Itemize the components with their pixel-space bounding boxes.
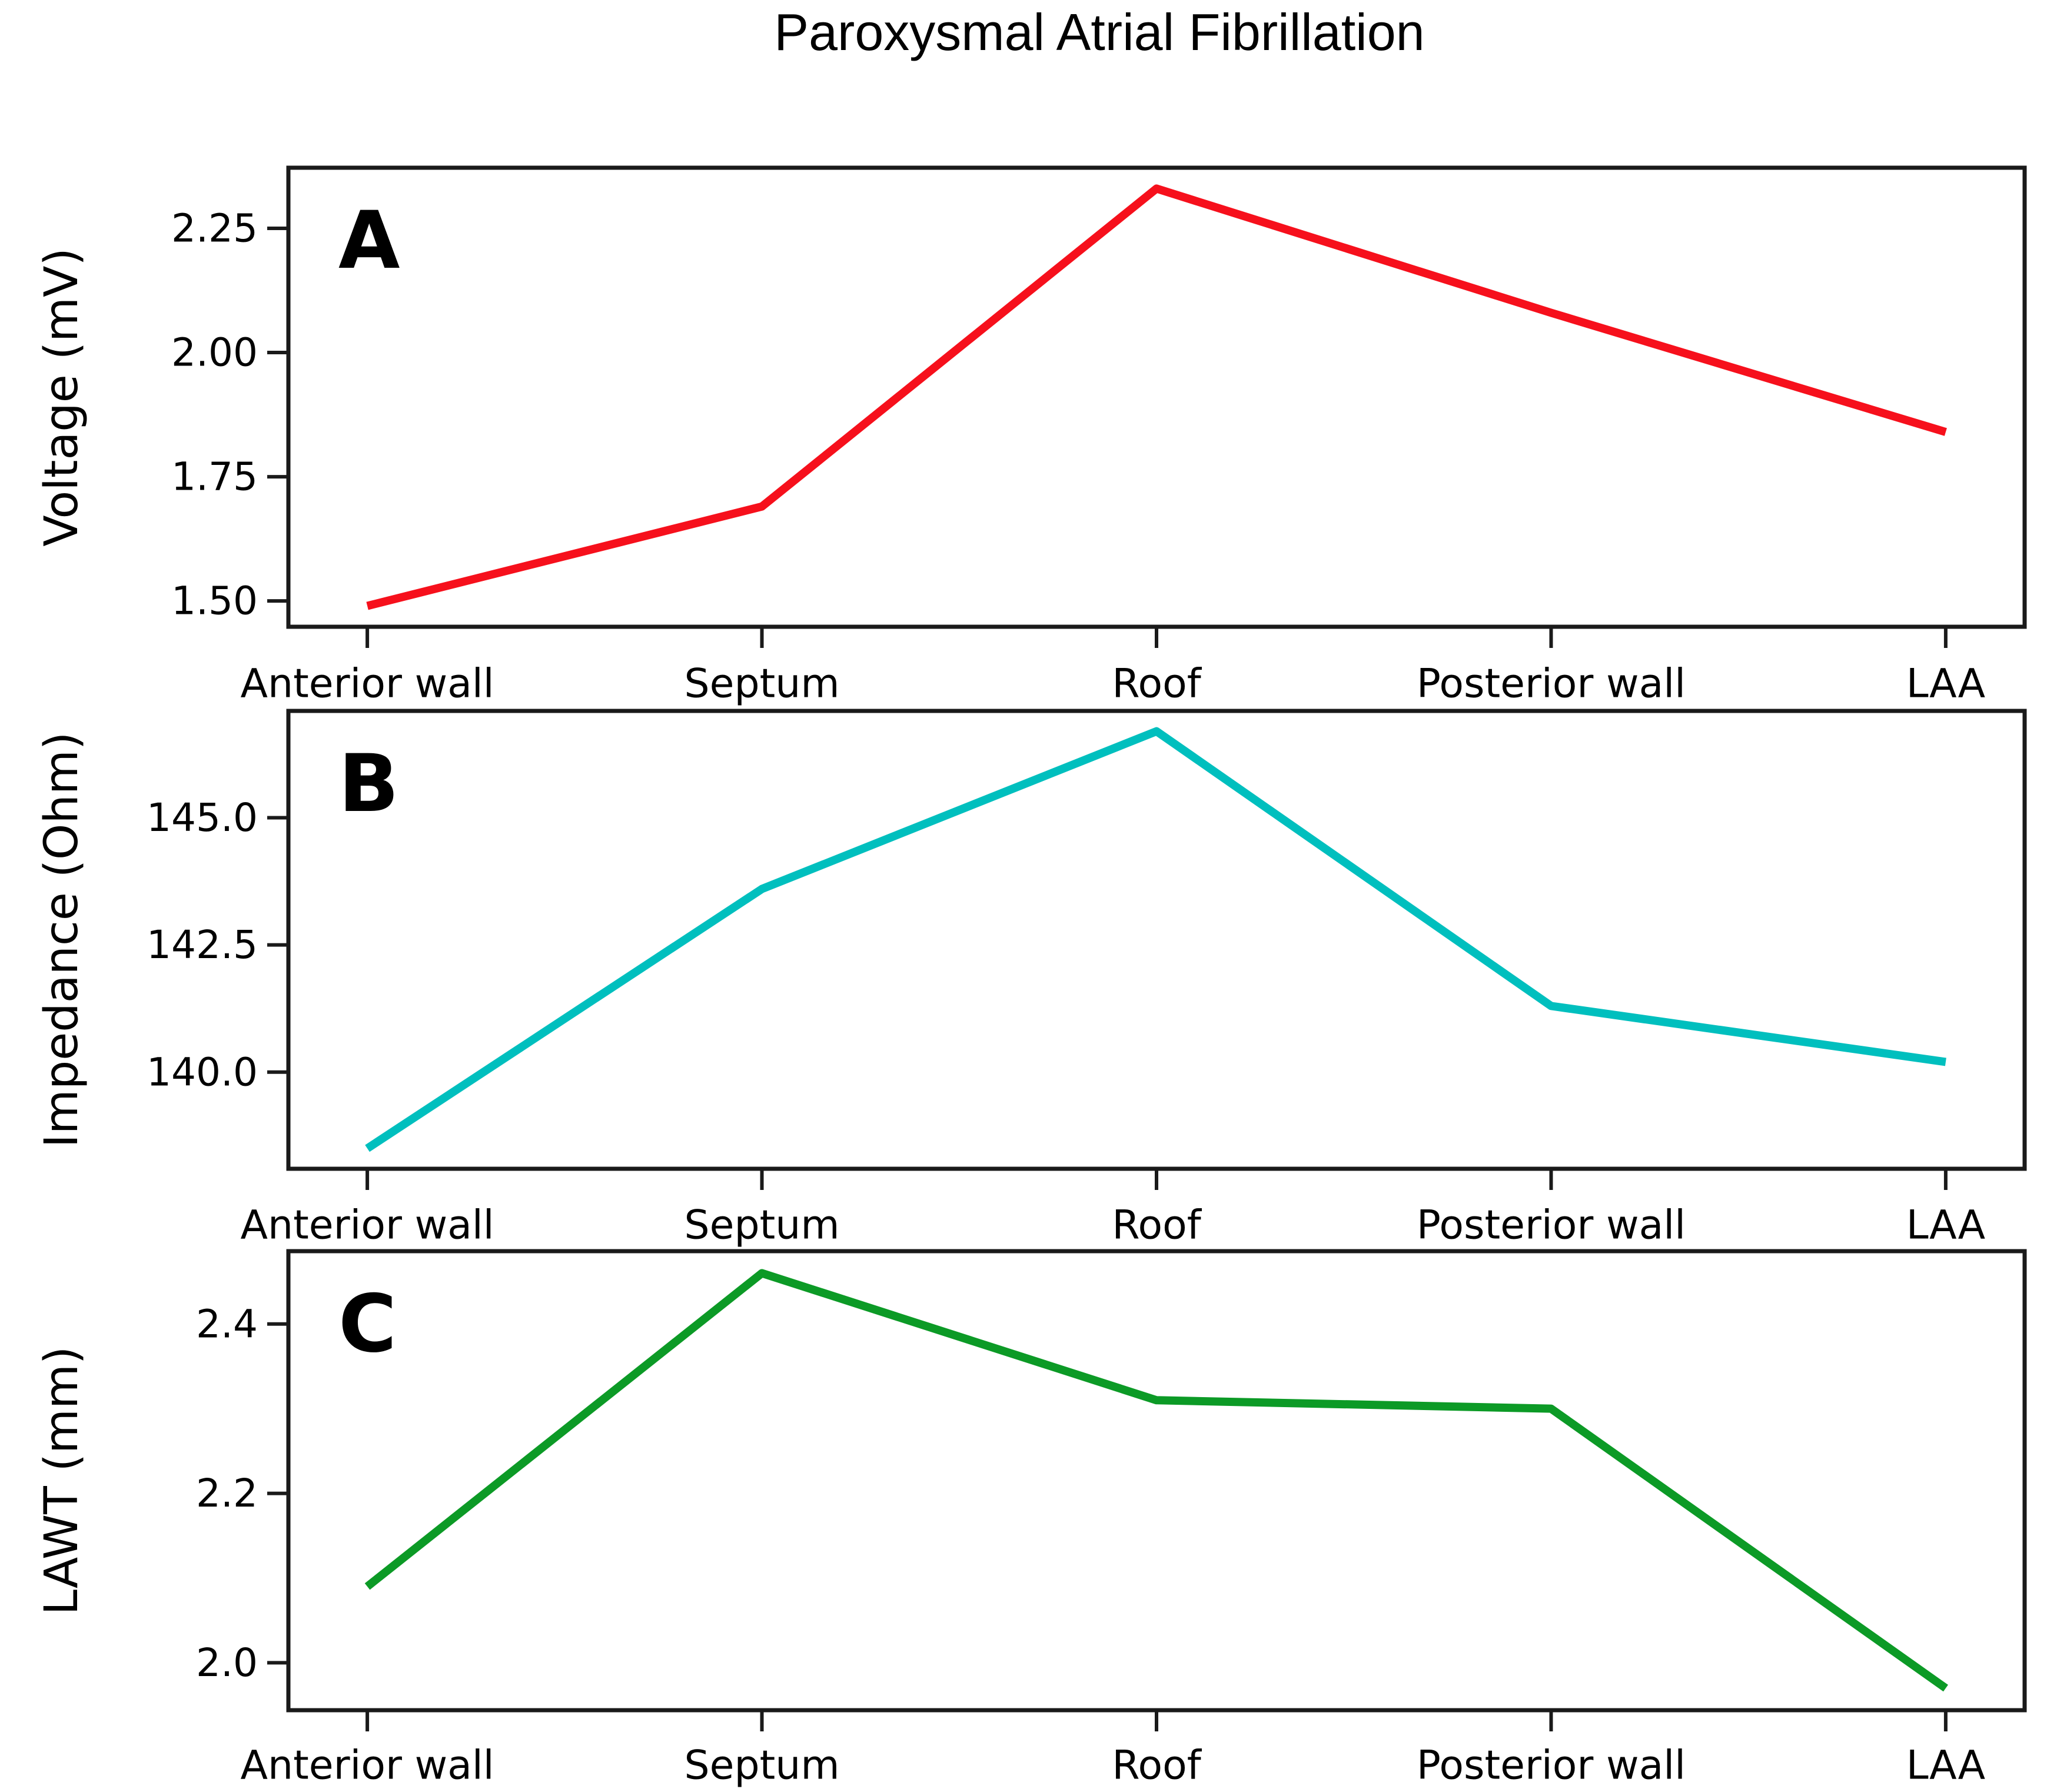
x-tick-label: Roof (1112, 1202, 1202, 1249)
chart-panel-b: 140.0 142.5 145.0 Anterior wall Septum Roof Po… (35, 709, 2027, 1249)
chart-panel-c: 2.0 2.2 2.4 Anterior wall Septum Roof Posterio… (35, 1249, 2027, 1789)
x-tick-label: Posterior wall (1417, 1202, 1686, 1249)
x-tick-label: Anterior wall (240, 661, 494, 707)
x-tick-label: LAA (1906, 661, 1985, 707)
panel-letter: A (338, 194, 400, 287)
x-tick-label: LAA (1906, 1743, 1985, 1789)
chart-title: Paroxysmal Atrial Fibrillation (774, 3, 1425, 61)
x-tick-label: Anterior wall (240, 1202, 494, 1249)
y-tick-label: 2.2 (196, 1471, 258, 1516)
x-tick-label: LAA (1906, 1202, 1985, 1249)
y-tick-label: 1.75 (171, 454, 258, 500)
x-tick-label: Anterior wall (240, 1743, 494, 1789)
y-tick-label: 2.25 (171, 205, 258, 251)
y-axis-label: Impedance (Ohm) (35, 732, 88, 1148)
x-tick-label: Septum (684, 1202, 839, 1249)
x-tick-label: Septum (684, 661, 839, 707)
x-tick-label: Posterior wall (1417, 1743, 1686, 1789)
y-tick-label: 1.50 (171, 579, 258, 624)
chart-panel-a: 1.50 1.75 2.00 2.25 Anterior wall Septum Roof P… (35, 165, 2027, 707)
y-tick-label: 142.5 (147, 922, 258, 968)
x-tick-label: Septum (684, 1743, 839, 1789)
axes-box (286, 709, 2027, 1171)
y-axis-label: LAWT (mm) (35, 1347, 88, 1615)
x-tick-label: Roof (1112, 1743, 1202, 1789)
data-line-c (364, 1269, 1948, 1692)
y-axis-label: Voltage (mV) (35, 248, 88, 547)
data-line-a (366, 184, 1947, 610)
panel-letter: C (338, 1278, 397, 1370)
data-line-b (365, 727, 1946, 1152)
x-tick-label: Posterior wall (1417, 661, 1686, 707)
y-tick-label: 140.0 (147, 1049, 258, 1095)
y-tick-label: 2.0 (196, 1640, 258, 1685)
x-tick-label: Roof (1112, 661, 1202, 707)
panel-letter: B (338, 737, 399, 830)
y-tick-label: 2.00 (171, 330, 258, 375)
axes-box (286, 1249, 2027, 1713)
y-tick-label: 2.4 (196, 1301, 258, 1347)
y-tick-label: 145.0 (147, 795, 258, 840)
